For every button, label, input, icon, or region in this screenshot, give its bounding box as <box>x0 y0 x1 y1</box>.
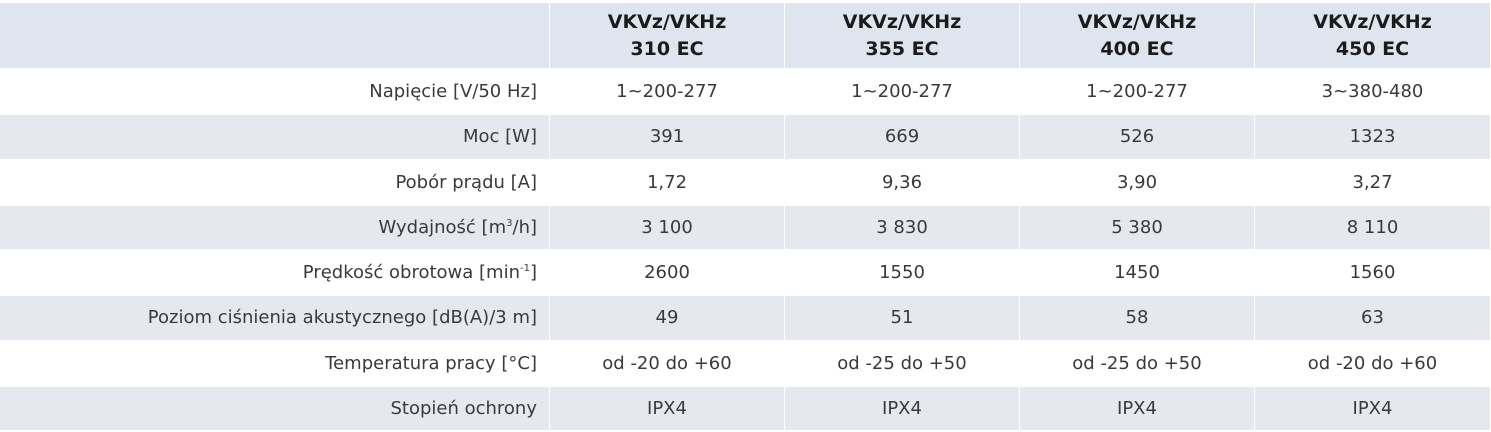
model-size: 450 EC <box>1335 37 1410 60</box>
row-protection-rating: Stopień ochrony IPX4 IPX4 IPX4 IPX4 <box>0 386 1491 432</box>
cell-value: 63 <box>1255 296 1491 342</box>
header-model-450: VKVz/VKHz 450 EC <box>1255 0 1491 70</box>
cell-value: 526 <box>1020 115 1255 161</box>
row-label-text: Wydajność [m <box>378 216 507 238</box>
row-sound-pressure: Poziom ciśnienia akustycznego [dB(A)/3 m… <box>0 296 1491 342</box>
cell-value: 3 830 <box>785 205 1020 251</box>
cell-value: 3,27 <box>1255 160 1491 206</box>
cell-value: 49 <box>550 296 785 342</box>
model-size: 355 EC <box>865 37 939 60</box>
cell-value: od -20 do +60 <box>550 341 785 387</box>
row-label: Prędkość obrotowa [min-1] <box>0 251 550 297</box>
cell-value: 1~200-277 <box>1020 70 1255 116</box>
cell-value: IPX4 <box>1255 386 1491 432</box>
row-label-superscript: 3 <box>506 217 513 229</box>
row-label: Pobór prądu [A] <box>0 160 550 206</box>
cell-value: 3 100 <box>550 205 785 251</box>
row-label-superscript: -1 <box>519 263 530 275</box>
cell-value: 3,90 <box>1020 160 1255 206</box>
model-name: VKVz/VKHz <box>1313 10 1432 33</box>
model-size: 310 EC <box>630 37 704 60</box>
row-power: Moc [W] 391 669 526 1323 <box>0 115 1491 161</box>
row-label-text-end: /h] <box>512 216 538 238</box>
cell-value: 8 110 <box>1255 205 1491 251</box>
cell-value: od -25 do +50 <box>1020 341 1255 387</box>
row-voltage: Napięcie [V/50 Hz] 1~200-277 1~200-277 1… <box>0 70 1491 116</box>
header-model-310: VKVz/VKHz 310 EC <box>550 0 785 70</box>
cell-value: IPX4 <box>550 386 785 432</box>
cell-value: 1560 <box>1255 251 1491 297</box>
row-label: Poziom ciśnienia akustycznego [dB(A)/3 m… <box>0 296 550 342</box>
cell-value: 1450 <box>1020 251 1255 297</box>
model-name: VKVz/VKHz <box>1077 10 1197 33</box>
row-label-text: Prędkość obrotowa [min <box>302 262 520 284</box>
cell-value: od -20 do +60 <box>1255 341 1491 387</box>
row-rotational-speed: Prędkość obrotowa [min-1] 2600 1550 1450… <box>0 251 1491 297</box>
cell-value: 1,72 <box>550 160 785 206</box>
cell-value: IPX4 <box>785 386 1020 432</box>
cell-value: 58 <box>1020 296 1255 342</box>
row-label-text-end: ] <box>529 262 537 284</box>
cell-value: 391 <box>550 115 785 161</box>
row-label: Napięcie [V/50 Hz] <box>0 70 550 116</box>
cell-value: 669 <box>785 115 1020 161</box>
row-label: Wydajność [m3/h] <box>0 205 550 251</box>
cell-value: 51 <box>785 296 1020 342</box>
header-model-355: VKVz/VKHz 355 EC <box>785 0 1020 70</box>
row-label: Moc [W] <box>0 115 550 161</box>
cell-value: 1~200-277 <box>785 70 1020 116</box>
cell-value: od -25 do +50 <box>785 341 1020 387</box>
header-corner-cell <box>0 0 550 70</box>
model-size: 400 EC <box>1100 37 1174 60</box>
model-name: VKVz/VKHz <box>607 10 727 33</box>
cell-value: 5 380 <box>1020 205 1255 251</box>
cell-value: 1550 <box>785 251 1020 297</box>
cell-value: 9,36 <box>785 160 1020 206</box>
row-airflow: Wydajność [m3/h] 3 100 3 830 5 380 8 110 <box>0 205 1491 251</box>
cell-value: 2600 <box>550 251 785 297</box>
row-label: Temperatura pracy [°C] <box>0 341 550 387</box>
row-operating-temperature: Temperatura pracy [°C] od -20 do +60 od … <box>0 341 1491 387</box>
cell-value: IPX4 <box>1020 386 1255 432</box>
row-label: Stopień ochrony <box>0 386 550 432</box>
cell-value: 1323 <box>1255 115 1491 161</box>
row-current: Pobór prądu [A] 1,72 9,36 3,90 3,27 <box>0 160 1491 206</box>
header-row: VKVz/VKHz 310 EC VKVz/VKHz 355 EC VKVz/V… <box>0 0 1491 70</box>
header-model-400: VKVz/VKHz 400 EC <box>1020 0 1255 70</box>
cell-value: 3~380-480 <box>1255 70 1491 116</box>
model-name: VKVz/VKHz <box>842 10 962 33</box>
cell-value: 1~200-277 <box>550 70 785 116</box>
